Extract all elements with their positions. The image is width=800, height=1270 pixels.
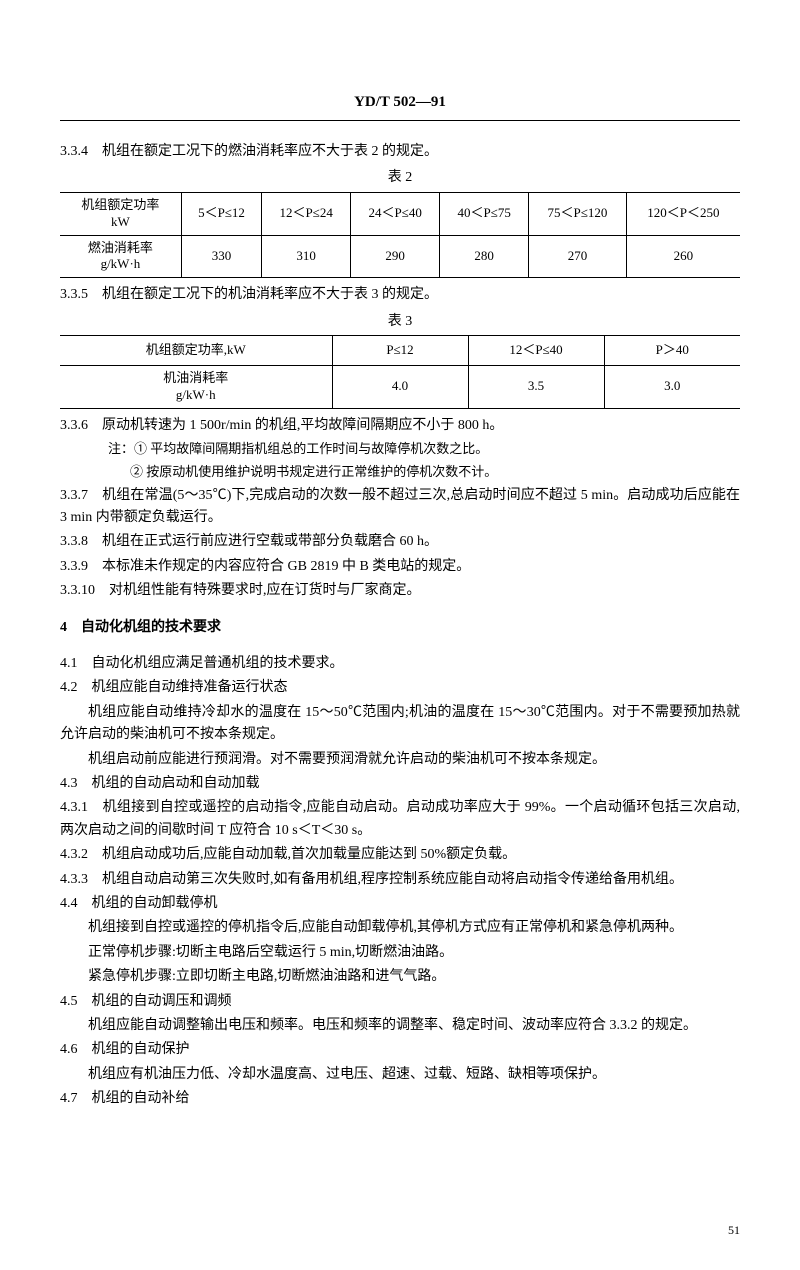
section-3-3-7: 3.3.7 机组在常温(5～35℃)下,完成启动的次数一般不超过三次,总启动时间… (60, 485, 740, 530)
section-3-3-9: 3.3.9 本标准未作规定的内容应符合 GB 2819 中 B 类电站的规定。 (60, 556, 740, 578)
t2-r1-l1: 机组额定功率 (81, 197, 159, 212)
t3-r2-l1: 机油消耗率 (163, 370, 228, 385)
note-line-2: ② 按原动机使用维护说明书规定进行正常维护的停机次数不计。 (60, 462, 740, 483)
t2-row1-label: 机组额定功率 kW (60, 192, 181, 235)
section-4-6-p1: 机组应有机油压力低、冷却水温度高、过电压、超速、过载、短路、缺相等项保护。 (60, 1064, 740, 1086)
table-2: 机组额定功率 kW 5＜P≤12 12＜P≤24 24＜P≤40 40＜P≤75… (60, 192, 740, 279)
t3-r2-l2: g/kW·h (176, 387, 216, 402)
t2-row2-label: 燃油消耗率 g/kW·h (60, 235, 181, 278)
t2-h1: 5＜P≤12 (181, 192, 261, 235)
section-4-2-p1: 机组应能自动维持冷却水的温度在 15～50℃范围内;机油的温度在 15～30℃范… (60, 702, 740, 747)
t2-v6: 260 (626, 235, 740, 278)
t2-r1-l2: kW (111, 214, 130, 229)
section-3-3-5: 3.3.5 机组在额定工况下的机油消耗率应不大于表 3 的规定。 (60, 284, 740, 306)
t2-h5: 75＜P≤120 (529, 192, 627, 235)
t3-r2-label: 机油消耗率 g/kW·h (60, 365, 332, 408)
section-4-title: 4 自动化机组的技术要求 (60, 617, 740, 639)
section-4-4: 4.4 机组的自动卸载停机 (60, 893, 740, 915)
t3-r1-label: 机组额定功率,kW (60, 336, 332, 366)
t2-v3: 290 (351, 235, 440, 278)
document-header: YD/T 502—91 (60, 90, 740, 121)
section-4-5: 4.5 机组的自动调压和调频 (60, 991, 740, 1013)
t2-r2-l1: 燃油消耗率 (88, 240, 153, 255)
note-label: 注： (108, 441, 134, 456)
section-4-7: 4.7 机组的自动补给 (60, 1088, 740, 1110)
t2-h6: 120＜P＜250 (626, 192, 740, 235)
t2-v2: 310 (262, 235, 351, 278)
section-4-2: 4.2 机组应能自动维持准备运行状态 (60, 677, 740, 699)
t2-h4: 40＜P≤75 (440, 192, 529, 235)
page-number: 51 (728, 1221, 740, 1240)
section-3-3-6: 3.3.6 原动机转速为 1 500r/min 的机组,平均故障间隔期应不小于 … (60, 415, 740, 437)
t3-h3: P＞40 (604, 336, 740, 366)
section-4-2-p2: 机组启动前应能进行预润滑。对不需要预润滑就允许启动的柴油机可不按本条规定。 (60, 749, 740, 771)
table3-caption: 表 3 (60, 311, 740, 333)
section-3-3-10: 3.3.10 对机组性能有特殊要求时,应在订货时与厂家商定。 (60, 580, 740, 602)
section-4-4-p3: 紧急停机步骤:立即切断主电路,切断燃油油路和进气气路。 (60, 966, 740, 988)
t3-v3: 3.0 (604, 365, 740, 408)
section-4-4-p1: 机组接到自控或遥控的停机指令后,应能自动卸载停机,其停机方式应有正常停机和紧急停… (60, 917, 740, 939)
t2-r2-l2: g/kW·h (101, 256, 141, 271)
table-3: 机组额定功率,kW P≤12 12＜P≤40 P＞40 机油消耗率 g/kW·h… (60, 335, 740, 409)
section-4-4-p2: 正常停机步骤:切断主电路后空载运行 5 min,切断燃油油路。 (60, 942, 740, 964)
t2-h2: 12＜P≤24 (262, 192, 351, 235)
t3-h2: 12＜P≤40 (468, 336, 604, 366)
t3-v1: 4.0 (332, 365, 468, 408)
section-4-3-1: 4.3.1 机组接到自控或遥控的启动指令,应能自动启动。启动成功率应大于 99%… (60, 797, 740, 842)
section-4-1: 4.1 自动化机组应满足普通机组的技术要求。 (60, 653, 740, 675)
section-4-6: 4.6 机组的自动保护 (60, 1039, 740, 1061)
t2-v1: 330 (181, 235, 261, 278)
t2-v5: 270 (529, 235, 627, 278)
section-4-3: 4.3 机组的自动启动和自动加载 (60, 773, 740, 795)
note-line-1: 注：① 平均故障间隔期指机组总的工作时间与故障停机次数之比。 (60, 439, 740, 460)
t3-v2: 3.5 (468, 365, 604, 408)
section-3-3-4: 3.3.4 机组在额定工况下的燃油消耗率应不大于表 2 的规定。 (60, 141, 740, 163)
t2-h3: 24＜P≤40 (351, 192, 440, 235)
section-4-5-p1: 机组应能自动调整输出电压和频率。电压和频率的调整率、稳定时间、波动率应符合 3.… (60, 1015, 740, 1037)
t3-h1: P≤12 (332, 336, 468, 366)
t2-v4: 280 (440, 235, 529, 278)
section-4-3-2: 4.3.2 机组启动成功后,应能自动加载,首次加载量应能达到 50%额定负载。 (60, 844, 740, 866)
table2-caption: 表 2 (60, 167, 740, 189)
section-3-3-8: 3.3.8 机组在正式运行前应进行空载或带部分负载磨合 60 h。 (60, 531, 740, 553)
note1: ① 平均故障间隔期指机组总的工作时间与故障停机次数之比。 (134, 441, 488, 456)
section-4-3-3: 4.3.3 机组自动启动第三次失败时,如有备用机组,程序控制系统应能自动将启动指… (60, 869, 740, 891)
